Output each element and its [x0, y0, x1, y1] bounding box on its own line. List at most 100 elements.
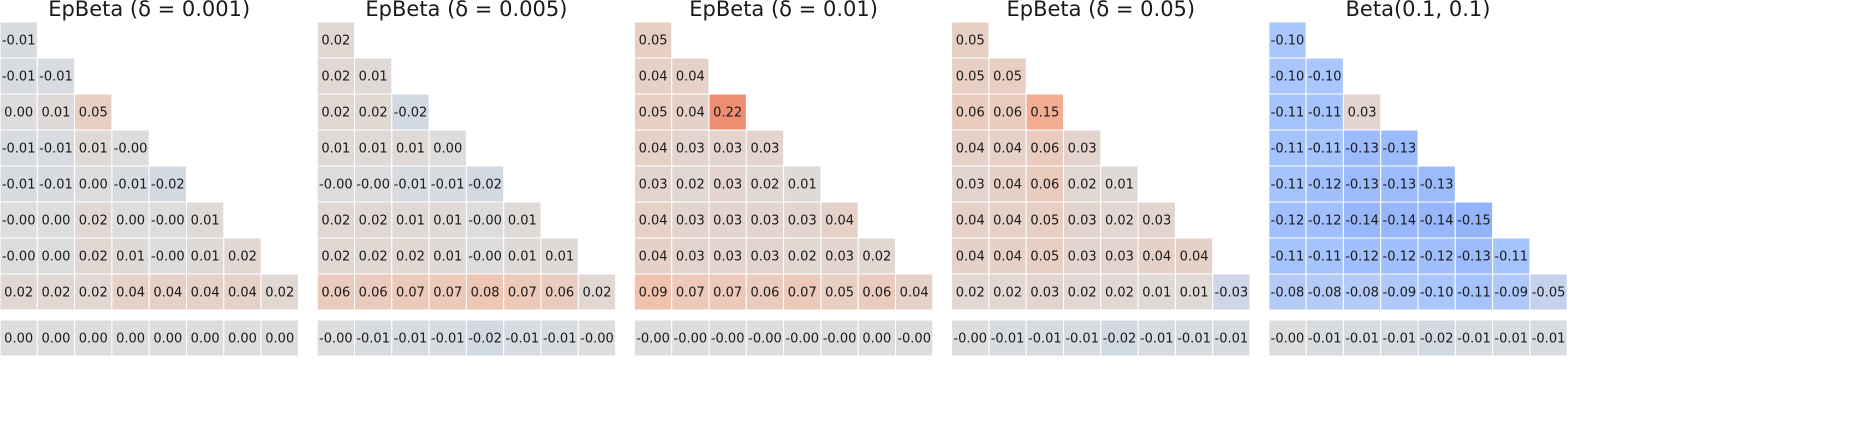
cell-label: 0.01: [433, 250, 462, 265]
cell-label: 0.01: [1142, 286, 1171, 301]
cell-label: 0.04: [639, 142, 668, 157]
heatmap-cell: [988, 93, 1027, 131]
heatmap-cell: [1100, 165, 1139, 203]
heatmap-cell: [671, 273, 710, 311]
heatmap-cell: [1212, 319, 1251, 357]
cell-label: 0.00: [153, 332, 182, 347]
heatmap-cell: [745, 319, 785, 357]
heatmap-cell: [354, 319, 393, 357]
heatmap-cell: [820, 237, 859, 275]
cell-label: 0.02: [956, 286, 985, 301]
heatmap-cell: [391, 273, 430, 311]
cell-label: -0.01: [1177, 332, 1211, 347]
heatmap-cell: [111, 201, 150, 239]
cell-label: -0.05: [1532, 286, 1566, 301]
heatmap-cell: [988, 201, 1027, 239]
heatmap-cell: [0, 93, 38, 131]
cell-label: 0.01: [359, 70, 388, 85]
cell-label: -0.09: [1383, 286, 1417, 301]
heatmap-cell: [111, 129, 150, 167]
heatmap-cell: [1137, 319, 1176, 357]
heatmap-cell: [540, 273, 579, 311]
cell-label: -0.01: [1140, 332, 1174, 347]
cell-label: -0.00: [1271, 332, 1305, 347]
heatmap-cell: [820, 201, 859, 239]
cell-label: 0.03: [639, 178, 668, 193]
heatmap-cell: [1380, 237, 1419, 275]
heatmap-cell: [36, 237, 76, 275]
cell-label: 0.05: [1030, 214, 1059, 229]
cell-label: 0.04: [1142, 250, 1171, 265]
cell-label: 0.03: [750, 214, 779, 229]
heatmap-cell: [148, 319, 187, 357]
cell-label: 0.03: [1068, 142, 1097, 157]
cell-label: 0.06: [359, 286, 388, 301]
panel-title: EpBeta (δ = 0.01): [689, 0, 878, 21]
cell-label: 0.03: [1068, 214, 1097, 229]
cell-label: -0.01: [543, 332, 577, 347]
cell-label: 0.04: [639, 70, 668, 85]
cell-label: -0.00: [356, 178, 390, 193]
cell-label: 0.01: [508, 214, 537, 229]
cell-label: 0.04: [825, 214, 854, 229]
heatmap-cell: [428, 129, 467, 167]
heatmap-cell: [74, 165, 113, 203]
heatmap-cell: [1063, 165, 1102, 203]
panel-title: EpBeta (δ = 0.05): [1006, 0, 1195, 21]
heatmap-cell: [577, 273, 617, 311]
heatmap-cell: [391, 165, 430, 203]
heatmap-cell: [354, 57, 393, 95]
cell-label: -0.01: [1028, 332, 1062, 347]
cell-label: 0.03: [1142, 214, 1171, 229]
cell-label: 0.06: [1030, 178, 1059, 193]
heatmap-cell: [1063, 273, 1102, 311]
cell-label: 0.02: [1068, 178, 1097, 193]
heatmap-cell: [1305, 273, 1344, 311]
cell-label: 0.08: [471, 286, 500, 301]
heatmap-cell: [223, 237, 262, 275]
heatmap-cell: [1454, 273, 1494, 311]
heatmap-cell: [1305, 319, 1344, 357]
cell-label: 0.00: [116, 332, 145, 347]
cell-label: 0.03: [1348, 106, 1377, 121]
cell-label: -0.00: [151, 250, 185, 265]
heatmap-cell: [465, 273, 505, 311]
cell-label: -0.01: [394, 178, 428, 193]
cell-label: -0.11: [1308, 250, 1342, 265]
heatmap-cell: [951, 129, 990, 167]
heatmap-cell: [148, 201, 187, 239]
cell-label: 0.00: [433, 142, 462, 157]
cell-label: 0.02: [79, 250, 108, 265]
cell-label: -0.09: [1494, 286, 1528, 301]
cell-label: -0.01: [2, 34, 36, 49]
heatmap-cell: [1454, 201, 1494, 239]
cell-label: 0.03: [676, 142, 705, 157]
cell-label: -0.00: [953, 332, 987, 347]
panel-title: EpBeta (δ = 0.001): [48, 0, 250, 21]
heatmap-cell: [74, 237, 113, 275]
cell-label: 0.00: [228, 332, 257, 347]
cell-label: 0.01: [1180, 286, 1209, 301]
heatmap-cell: [1063, 201, 1102, 239]
cell-label: -0.01: [39, 178, 73, 193]
cell-label: -0.12: [1308, 178, 1342, 193]
cell-label: 0.02: [582, 286, 611, 301]
heatmap-cell: [1100, 237, 1139, 275]
cell-label: 0.02: [228, 250, 257, 265]
heatmap-cell: [1063, 237, 1102, 275]
heatmap-cell: [0, 273, 38, 311]
cell-label: -0.02: [151, 178, 185, 193]
cell-label: 0.07: [676, 286, 705, 301]
cell-label: 0.06: [321, 286, 350, 301]
heatmap-cell: [1268, 129, 1307, 167]
cell-label: -0.00: [823, 332, 857, 347]
cell-label: 0.01: [116, 250, 145, 265]
cell-label: 0.02: [1068, 286, 1097, 301]
heatmap-cell: [951, 237, 990, 275]
heatmap-cell: [633, 237, 673, 275]
cell-label: 0.02: [788, 250, 817, 265]
panel-title: EpBeta (δ = 0.005): [365, 0, 567, 21]
cell-label: -0.02: [468, 178, 502, 193]
cell-label: 0.02: [359, 106, 388, 121]
cell-label: 0.02: [396, 250, 425, 265]
